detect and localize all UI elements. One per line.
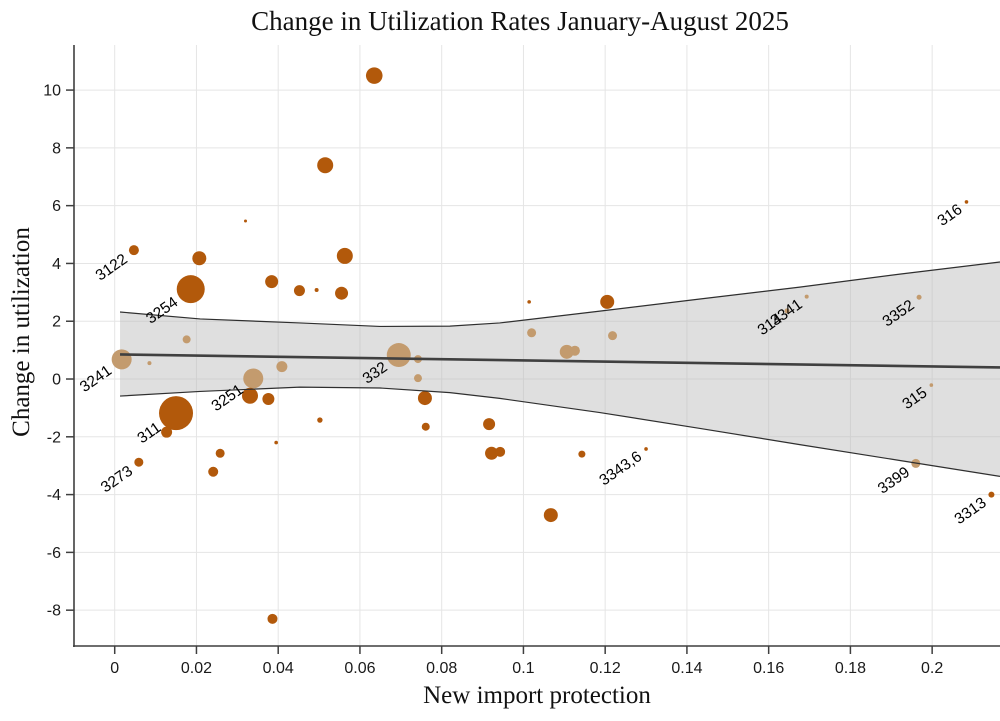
x-tick-label: 0.16 [753, 660, 784, 677]
scatter-point [265, 275, 279, 289]
y-axis-title: Change in utilization [8, 227, 35, 437]
scatter-point [317, 417, 323, 423]
y-tick-label: -8 [47, 603, 61, 620]
scatter-point [495, 446, 506, 457]
x-tick-label: 0.1 [512, 660, 534, 677]
scatter-point [208, 466, 219, 477]
scatter-point [527, 328, 537, 338]
scatter-point [569, 345, 580, 356]
scatter-point [559, 344, 574, 359]
scatter-point [417, 391, 432, 406]
scatter-point [413, 374, 422, 383]
scatter-point [929, 383, 934, 387]
scatter-point [159, 396, 194, 431]
scatter-point [267, 613, 278, 624]
band-lower-edge [119, 386, 1000, 477]
scatter-point [134, 457, 144, 467]
scatter-point [421, 422, 430, 431]
scatter-point [128, 245, 139, 256]
y-tick-label: 6 [52, 198, 61, 215]
scatter-point [276, 361, 288, 373]
x-tick-label: 0 [110, 660, 119, 677]
scatter-point [784, 308, 790, 314]
band-upper-edge [119, 261, 1000, 328]
regression-line [120, 353, 1000, 369]
scatter-point [485, 446, 499, 460]
y-tick-label: -2 [47, 429, 61, 446]
point-label: 3122 [93, 251, 131, 285]
x-tick-label: 0.06 [344, 660, 375, 677]
scatter-point [804, 294, 809, 299]
scatter-point [988, 491, 995, 498]
y-tick-label: 4 [52, 256, 61, 273]
y-tick-label: 8 [52, 140, 61, 157]
scatter-point [916, 294, 922, 300]
y-tick-label: -4 [47, 487, 61, 504]
scatter-point [335, 286, 349, 300]
x-tick-label: 0.14 [671, 660, 702, 677]
x-tick-label: 0.12 [590, 660, 621, 677]
scatter-point [600, 294, 615, 309]
scatter-point [176, 275, 205, 304]
scatter-point [527, 300, 531, 304]
scatter-point [215, 448, 225, 458]
scatter-point [336, 247, 353, 264]
x-tick-label: 0.02 [181, 660, 212, 677]
x-tick-label: 0.04 [263, 660, 294, 677]
chart-title: Change in Utilization Rates January-Augu… [251, 6, 789, 36]
y-tick-label: -6 [47, 545, 61, 562]
scatter-point [317, 157, 334, 174]
scatter-point [243, 219, 247, 223]
scatter-point [111, 349, 132, 370]
scatter-point [241, 387, 258, 404]
scatter-point [314, 288, 319, 293]
point-label: 311 [134, 419, 164, 447]
x-tick-label: 0.18 [835, 660, 866, 677]
point-label: 3241 [77, 362, 115, 396]
scatter-point [386, 343, 411, 368]
scatter-point [182, 335, 191, 344]
point-label: 3343,6 [596, 448, 645, 489]
scatter-point [161, 426, 173, 438]
y-tick-label: 0 [52, 372, 61, 389]
scatter-point [365, 67, 383, 84]
point-label: 3273 [98, 463, 136, 497]
scatter-point [243, 368, 264, 389]
scatter-point [483, 418, 496, 431]
point-label: 3313 [952, 494, 990, 528]
scatter-point [262, 392, 275, 405]
x-axis-title: New import protection [423, 682, 651, 709]
x-tick-label: 0.08 [426, 660, 457, 677]
scatter-point [192, 251, 207, 266]
scatter-point [293, 285, 305, 297]
y-tick-label: 10 [43, 83, 61, 100]
scatter-point [578, 450, 586, 458]
x-tick-label: 0.2 [921, 660, 943, 677]
scatter-point [274, 440, 278, 445]
scatter-point [543, 508, 558, 523]
scatter-point [964, 200, 969, 204]
y-tick-label: 2 [52, 314, 61, 331]
point-label: 3399 [875, 464, 913, 498]
scatter-point [147, 361, 152, 366]
confidence-band [120, 261, 1000, 477]
scatter-point [644, 447, 648, 451]
scatter-point [608, 331, 618, 341]
